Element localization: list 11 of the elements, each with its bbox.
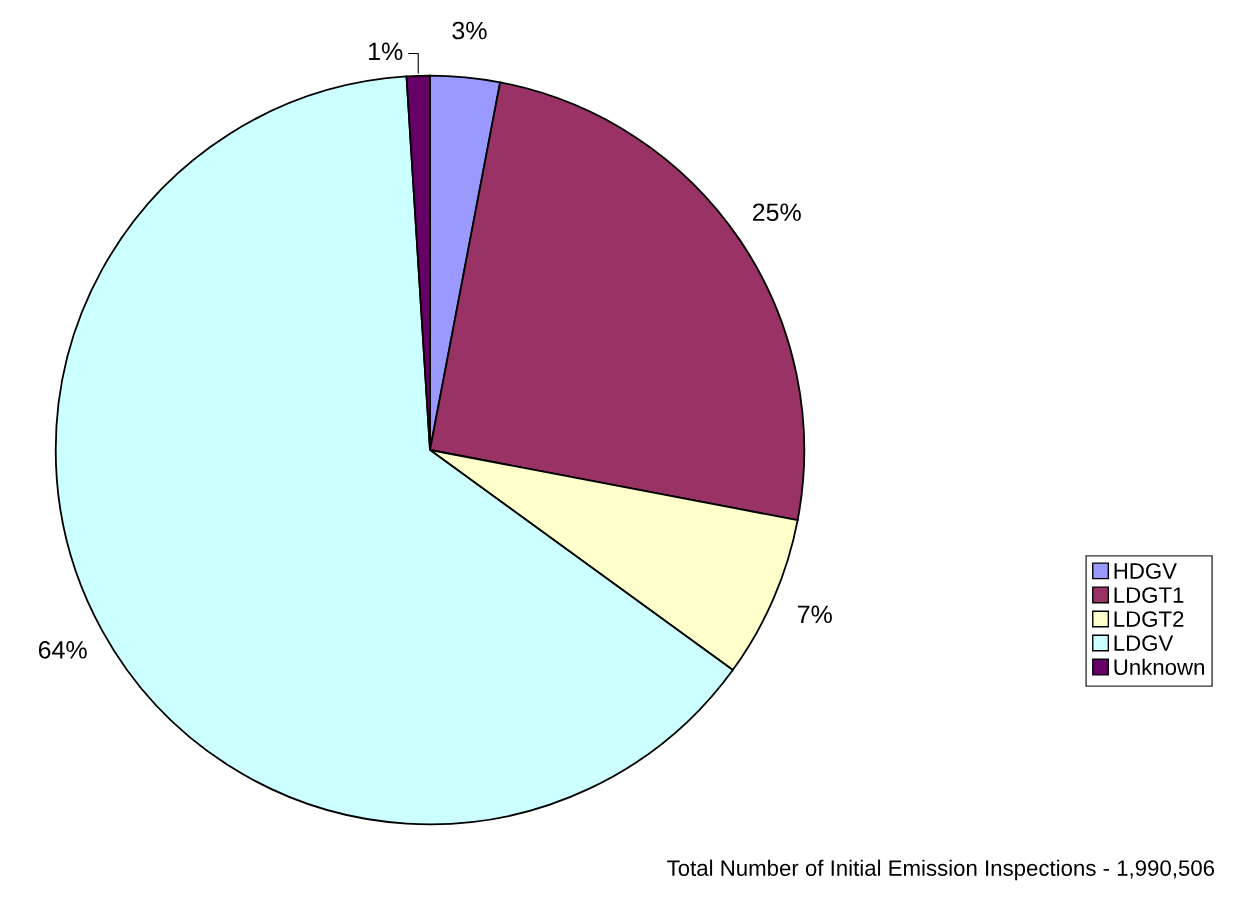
legend-label: LDGT2 <box>1114 611 1184 627</box>
data-label: 1% <box>369 42 403 61</box>
text: Total Number of Initial Emission Inspections - 1,990,506 <box>667 859 1215 881</box>
legend-label: Unknown <box>1114 658 1204 676</box>
legend-label: LDGV <box>1114 635 1174 652</box>
data-label: 3% <box>452 21 487 40</box>
data-label: 25% <box>752 203 801 222</box>
legend-label: HDGV <box>1114 563 1177 579</box>
data-label: 64% <box>38 640 87 659</box>
data-label: 7% <box>797 605 832 624</box>
legend-label: LDGT1 <box>1114 587 1184 603</box>
